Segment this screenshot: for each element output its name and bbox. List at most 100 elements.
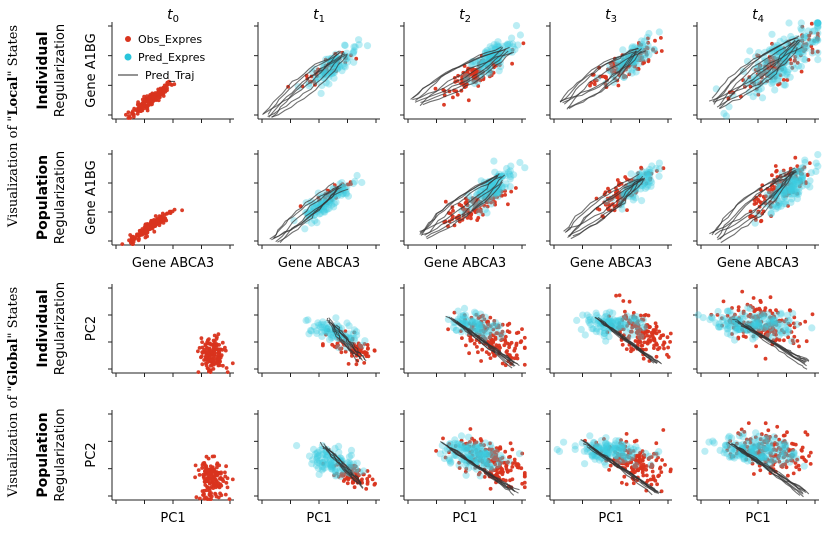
point xyxy=(624,53,632,61)
point xyxy=(797,24,805,32)
point xyxy=(774,75,782,83)
group-label-suffix: " States xyxy=(6,287,21,339)
point xyxy=(509,189,514,194)
point xyxy=(493,41,501,49)
point xyxy=(573,316,581,324)
legend: Obs_Expres Pred_Expres Pred_Traj xyxy=(118,33,205,82)
point xyxy=(797,48,805,56)
x-axis-label-3-2: PC1 xyxy=(452,511,477,526)
point xyxy=(791,65,799,73)
point xyxy=(810,50,815,55)
trajectories xyxy=(410,46,514,107)
point xyxy=(334,64,342,72)
point xyxy=(661,333,666,338)
point xyxy=(196,349,200,354)
point xyxy=(776,37,784,46)
point xyxy=(768,76,776,84)
point xyxy=(216,352,221,357)
point xyxy=(753,89,761,97)
point xyxy=(225,485,230,490)
point xyxy=(628,69,636,77)
point xyxy=(138,102,143,107)
point xyxy=(509,40,517,48)
point xyxy=(640,61,645,66)
point xyxy=(637,37,646,45)
point xyxy=(207,337,211,341)
panel-0-4 xyxy=(693,19,822,123)
point xyxy=(781,78,786,82)
point xyxy=(464,433,473,441)
point xyxy=(343,60,348,65)
point xyxy=(638,340,643,345)
point xyxy=(753,312,762,320)
point xyxy=(494,38,502,46)
point xyxy=(775,331,783,339)
point xyxy=(194,495,199,500)
point xyxy=(631,461,640,469)
point xyxy=(804,27,812,35)
point xyxy=(787,32,795,41)
point xyxy=(650,46,658,54)
point xyxy=(198,496,202,501)
point xyxy=(622,328,631,336)
point xyxy=(797,62,806,71)
point xyxy=(658,466,662,471)
point xyxy=(347,446,356,454)
point xyxy=(360,467,368,475)
x-axis-label-1-4: Gene ABCA3 xyxy=(717,256,799,271)
point xyxy=(814,19,822,27)
point xyxy=(504,40,512,48)
point xyxy=(349,179,357,188)
point xyxy=(646,58,651,62)
point xyxy=(451,208,455,213)
point xyxy=(154,96,159,101)
point xyxy=(770,322,779,330)
point xyxy=(180,208,185,213)
point xyxy=(750,73,759,81)
point xyxy=(755,53,760,58)
point xyxy=(485,322,493,330)
point xyxy=(480,459,488,467)
point xyxy=(516,31,525,39)
point xyxy=(208,474,213,478)
point xyxy=(204,354,209,359)
legend-marker-pred xyxy=(124,53,132,61)
point xyxy=(345,453,353,461)
point xyxy=(810,27,819,35)
point xyxy=(785,78,790,82)
point xyxy=(372,348,377,353)
point xyxy=(346,362,351,366)
point xyxy=(338,67,346,75)
point xyxy=(373,481,377,486)
point xyxy=(460,304,469,312)
point xyxy=(201,493,206,497)
point xyxy=(668,331,673,336)
point xyxy=(754,344,758,349)
pred-points xyxy=(712,19,822,120)
obs-points xyxy=(124,79,177,120)
point xyxy=(771,69,779,77)
point xyxy=(798,53,803,58)
point xyxy=(476,72,484,80)
panel-3-3 xyxy=(546,410,673,504)
point xyxy=(212,361,217,365)
point xyxy=(647,461,655,469)
point xyxy=(668,469,673,474)
point xyxy=(797,19,805,27)
point xyxy=(655,172,663,180)
point xyxy=(209,342,214,347)
point xyxy=(814,19,822,27)
point xyxy=(476,472,484,480)
point xyxy=(800,34,808,42)
point xyxy=(488,356,493,360)
point xyxy=(814,151,822,159)
point xyxy=(134,108,138,112)
point xyxy=(783,70,791,78)
point xyxy=(788,61,797,69)
point xyxy=(721,299,726,304)
point xyxy=(442,102,446,107)
trajectory-line xyxy=(719,39,801,106)
point xyxy=(643,44,651,53)
point xyxy=(157,89,162,94)
point xyxy=(752,202,757,206)
